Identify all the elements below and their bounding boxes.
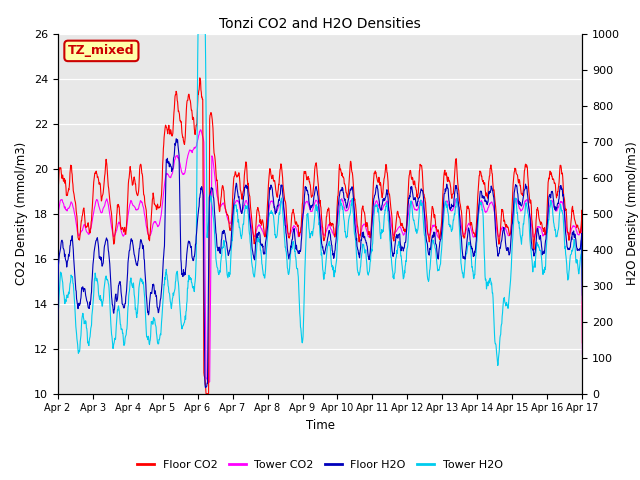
X-axis label: Time: Time <box>305 419 335 432</box>
Y-axis label: CO2 Density (mmol/m3): CO2 Density (mmol/m3) <box>15 142 28 285</box>
Text: TZ_mixed: TZ_mixed <box>68 44 135 58</box>
Legend: Floor CO2, Tower CO2, Floor H2O, Tower H2O: Floor CO2, Tower CO2, Floor H2O, Tower H… <box>133 456 507 474</box>
Title: Tonzi CO2 and H2O Densities: Tonzi CO2 and H2O Densities <box>219 17 421 31</box>
Y-axis label: H2O Density (mmol/m3): H2O Density (mmol/m3) <box>626 142 639 286</box>
